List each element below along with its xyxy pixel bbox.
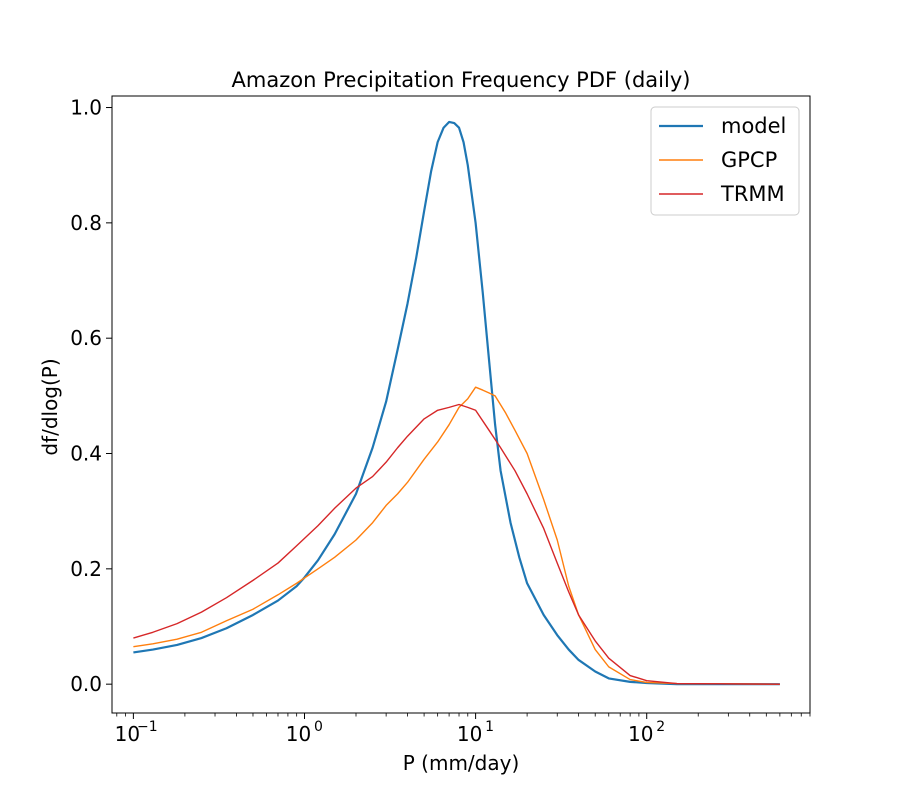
x-tick-exponent: 1 — [485, 719, 494, 735]
x-axis-title: P (mm/day) — [403, 751, 520, 775]
chart-title: Amazon Precipitation Frequency PDF (dail… — [232, 68, 691, 92]
legend-label-trmm: TRMM — [720, 182, 785, 206]
legend: model GPCP TRMM — [650, 106, 800, 216]
x-tick-exponent: 0 — [314, 719, 323, 735]
y-tick-label: 0.2 — [70, 557, 102, 581]
legend-label-model: model — [721, 114, 786, 138]
legend-label-gpcp: GPCP — [721, 148, 777, 172]
x-tick-exponent: 2 — [656, 719, 665, 735]
y-axis-title: df/dlog(P) — [38, 358, 62, 455]
x-tick-exponent: −1 — [137, 719, 158, 735]
x-tick-label: 10 — [628, 722, 653, 746]
y-tick-label: 0.8 — [70, 211, 102, 235]
series-line-gpcp — [133, 386, 780, 685]
y-tick-label: 0.0 — [70, 672, 102, 696]
y-tick-label: 0.6 — [70, 326, 102, 350]
y-tick-label: 0.4 — [70, 442, 102, 466]
y-tick-label: 1.0 — [70, 96, 102, 120]
x-tick-label: 10 — [286, 722, 311, 746]
plot-frame — [111, 95, 811, 714]
series-line-model — [133, 120, 780, 686]
x-tick-label: 10 — [115, 722, 140, 746]
x-tick-label: 10 — [457, 722, 482, 746]
legend-box — [650, 106, 800, 216]
series-line-trmm — [133, 403, 780, 685]
